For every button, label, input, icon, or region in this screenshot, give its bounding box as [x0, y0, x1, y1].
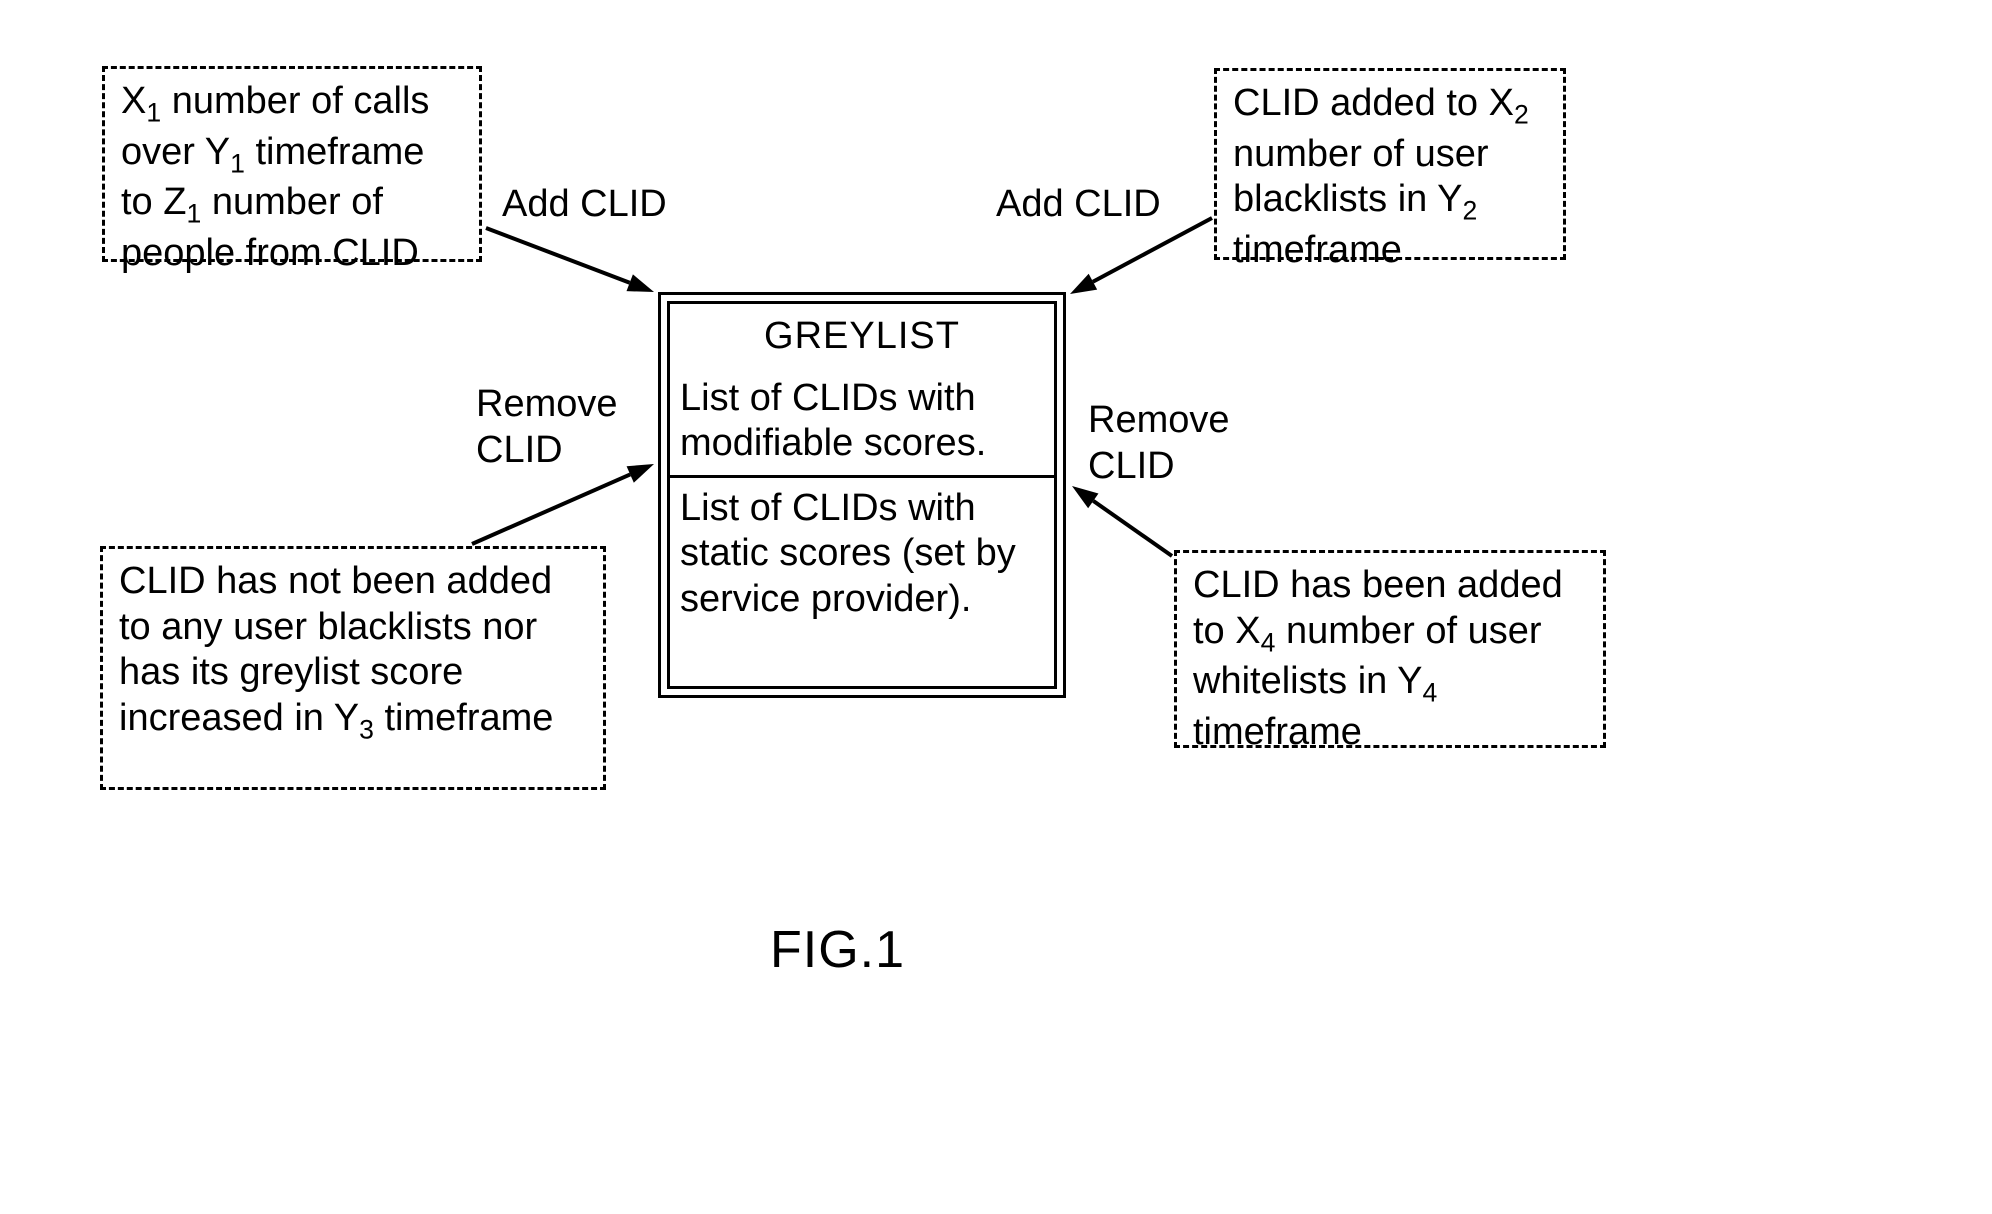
figure-label: FIG.1: [770, 920, 905, 980]
condition-box-bottom-right: CLID has been added to X4 number of user…: [1174, 550, 1606, 748]
diagram-stage: X1 number of calls over Y1 timeframe to …: [0, 0, 1992, 1214]
edge-label-remove-right: RemoveCLID: [1088, 398, 1230, 489]
greylist-inner: GREYLIST List of CLIDs with modifiable s…: [667, 301, 1057, 689]
condition-box-top-right: CLID added to X2 number of user blacklis…: [1214, 68, 1566, 260]
edge-label-remove-left: RemoveCLID: [476, 382, 618, 473]
edge-label-add-right: Add CLID: [996, 182, 1161, 228]
condition-box-top-left: X1 number of calls over Y1 timeframe to …: [102, 66, 482, 262]
condition-box-bottom-left: CLID has not been added to any user blac…: [100, 546, 606, 790]
greylist-box: GREYLIST List of CLIDs with modifiable s…: [658, 292, 1066, 698]
greylist-title: GREYLIST: [670, 304, 1054, 368]
greylist-lower-section: List of CLIDs with static scores (set by…: [670, 475, 1054, 631]
edge-label-add-left: Add CLID: [502, 182, 667, 228]
greylist-upper-section: List of CLIDs with modifiable scores.: [670, 368, 1054, 475]
